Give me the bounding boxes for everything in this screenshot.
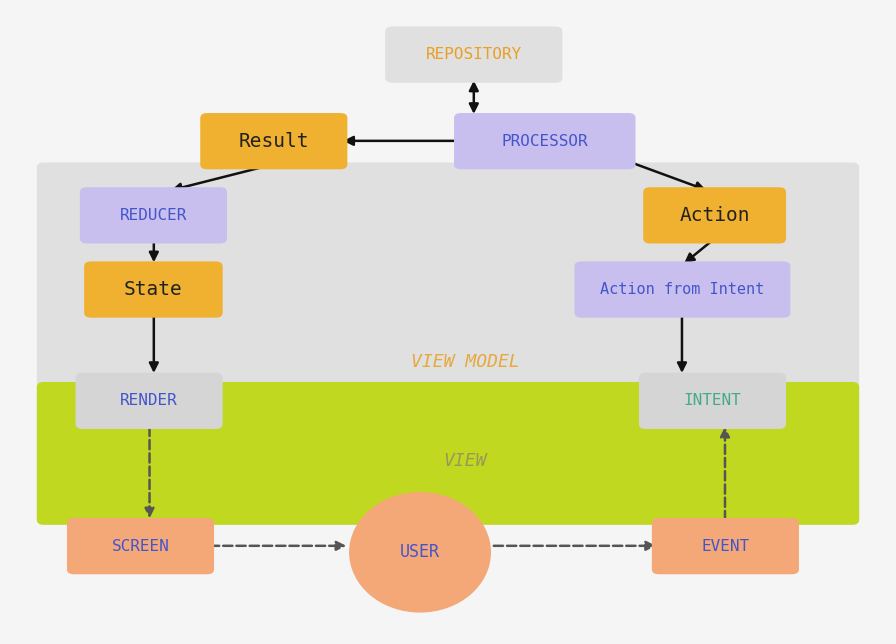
Text: PROCESSOR: PROCESSOR	[502, 134, 588, 149]
FancyBboxPatch shape	[37, 162, 859, 525]
Text: REPOSITORY: REPOSITORY	[426, 47, 522, 62]
Text: RENDER: RENDER	[120, 393, 178, 408]
Text: State: State	[124, 280, 183, 299]
FancyBboxPatch shape	[652, 518, 799, 574]
Text: Result: Result	[238, 131, 309, 151]
FancyBboxPatch shape	[385, 26, 563, 82]
FancyBboxPatch shape	[37, 382, 859, 525]
Text: Action from Intent: Action from Intent	[600, 282, 764, 297]
Text: Action: Action	[679, 206, 750, 225]
Text: SCREEN: SCREEN	[112, 538, 169, 554]
Text: VIEW MODEL: VIEW MODEL	[411, 353, 520, 371]
FancyBboxPatch shape	[454, 113, 635, 169]
FancyBboxPatch shape	[80, 187, 227, 243]
FancyBboxPatch shape	[639, 373, 786, 429]
FancyBboxPatch shape	[75, 373, 222, 429]
Ellipse shape	[349, 492, 491, 612]
FancyBboxPatch shape	[574, 261, 790, 317]
Text: REDUCER: REDUCER	[120, 208, 187, 223]
Text: USER: USER	[400, 544, 440, 562]
Text: VIEW: VIEW	[444, 452, 487, 470]
Text: INTENT: INTENT	[684, 393, 741, 408]
FancyBboxPatch shape	[84, 261, 222, 317]
FancyBboxPatch shape	[643, 187, 786, 243]
FancyBboxPatch shape	[67, 518, 214, 574]
Text: EVENT: EVENT	[702, 538, 749, 554]
FancyBboxPatch shape	[201, 113, 348, 169]
